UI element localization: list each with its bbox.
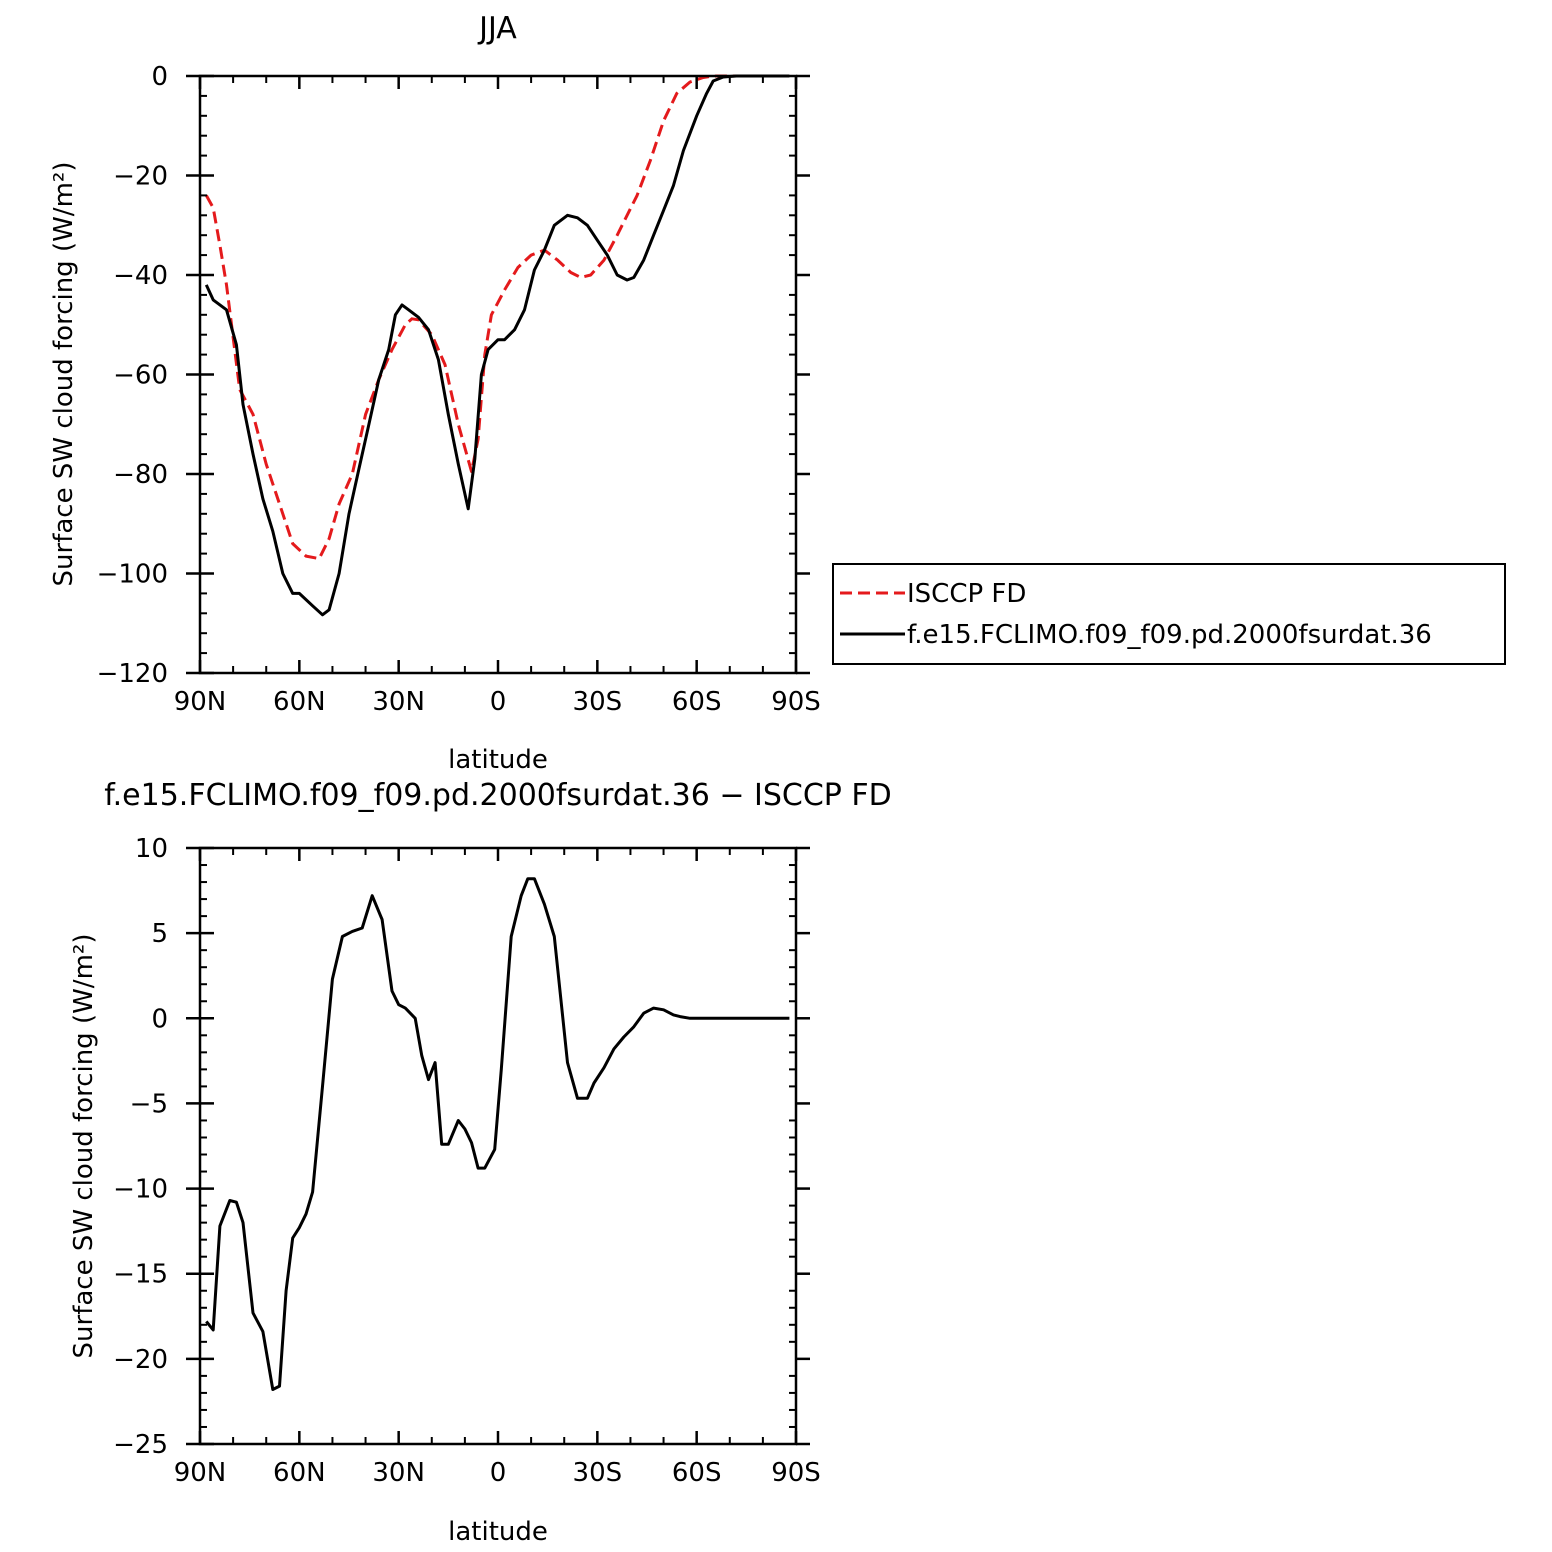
x-tick-label: 90N <box>174 687 227 717</box>
series-line-isccp <box>204 74 755 561</box>
series-line-model <box>204 74 790 617</box>
bottom-chart-lines <box>205 877 790 1391</box>
legend-label-isccp: ISCCP FD <box>907 579 1026 609</box>
y-tick-label: −5 <box>130 1089 168 1119</box>
x-tick-label: 0 <box>490 687 507 717</box>
y-tick-label: 0 <box>151 1004 168 1034</box>
y-tick-label: −15 <box>113 1260 168 1290</box>
legend: ISCCP FD f.e15.FCLIMO.f09_f09.pd.2000fsu… <box>832 563 1506 665</box>
x-tick-label: 0 <box>490 1458 507 1488</box>
x-tick-label: 60S <box>672 687 722 717</box>
y-tick-label: 0 <box>151 62 168 92</box>
legend-box <box>832 563 1506 665</box>
x-tick-label: 30N <box>372 1458 425 1488</box>
bottom-plot-frame <box>198 846 798 1446</box>
top-chart-title: JJA <box>477 11 517 46</box>
x-tick-label: 90N <box>174 1458 227 1488</box>
legend-label-model: f.e15.FCLIMO.f09_f09.pd.2000fsurdat.36 <box>907 620 1432 650</box>
top-y-axis-label: Surface SW cloud forcing (W/m²) <box>49 162 79 587</box>
top-chart-panel: JJA 90N 60N 30N 0 30S 60S 90S 0 −20 −40 −60 −80 −100… <box>49 11 1506 775</box>
y-tick-label: −80 <box>113 460 168 490</box>
bottom-chart-axes: 90N 60N 30N 0 30S 60S 90S 10 5 0 −5 −10 −15 −20 −25 <box>113 834 821 1488</box>
x-tick-label: 60S <box>672 1458 722 1488</box>
bottom-chart-title: f.e15.FCLIMO.f09_f09.pd.2000fsurdat.36 −… <box>104 778 892 813</box>
x-tick-label: 90S <box>771 1458 821 1488</box>
y-tick-label: −20 <box>113 1345 168 1375</box>
y-tick-label: −100 <box>97 560 168 590</box>
y-tick-label: −25 <box>113 1430 168 1460</box>
y-tick-label: −10 <box>113 1175 168 1205</box>
y-tick-label: −120 <box>97 659 168 689</box>
bottom-x-axis-label: latitude <box>448 1517 548 1547</box>
bottom-chart-panel: f.e15.FCLIMO.f09_f09.pd.2000fsurdat.36 −… <box>69 778 892 1547</box>
x-tick-label: 30N <box>372 687 425 717</box>
y-tick-label: −20 <box>113 162 168 192</box>
x-tick-label: 60N <box>273 1458 326 1488</box>
x-tick-label: 30S <box>573 1458 623 1488</box>
x-tick-label: 60N <box>273 687 326 717</box>
y-tick-label: −60 <box>113 361 168 391</box>
x-tick-label: 30S <box>573 687 623 717</box>
y-tick-label: −40 <box>113 261 168 291</box>
top-x-axis-label: latitude <box>448 745 548 775</box>
top-chart-lines <box>204 74 790 617</box>
series-line-model <box>205 877 790 1391</box>
x-tick-label: 90S <box>771 687 821 717</box>
y-tick-label: 5 <box>151 919 168 949</box>
top-chart-axes: 90N 60N 30N 0 30S 60S 90S 0 −20 −40 −60 −80 −100 −120 <box>97 62 821 717</box>
bottom-y-axis-label: Surface SW cloud forcing (W/m²) <box>69 934 99 1359</box>
y-tick-label: 10 <box>135 834 168 864</box>
